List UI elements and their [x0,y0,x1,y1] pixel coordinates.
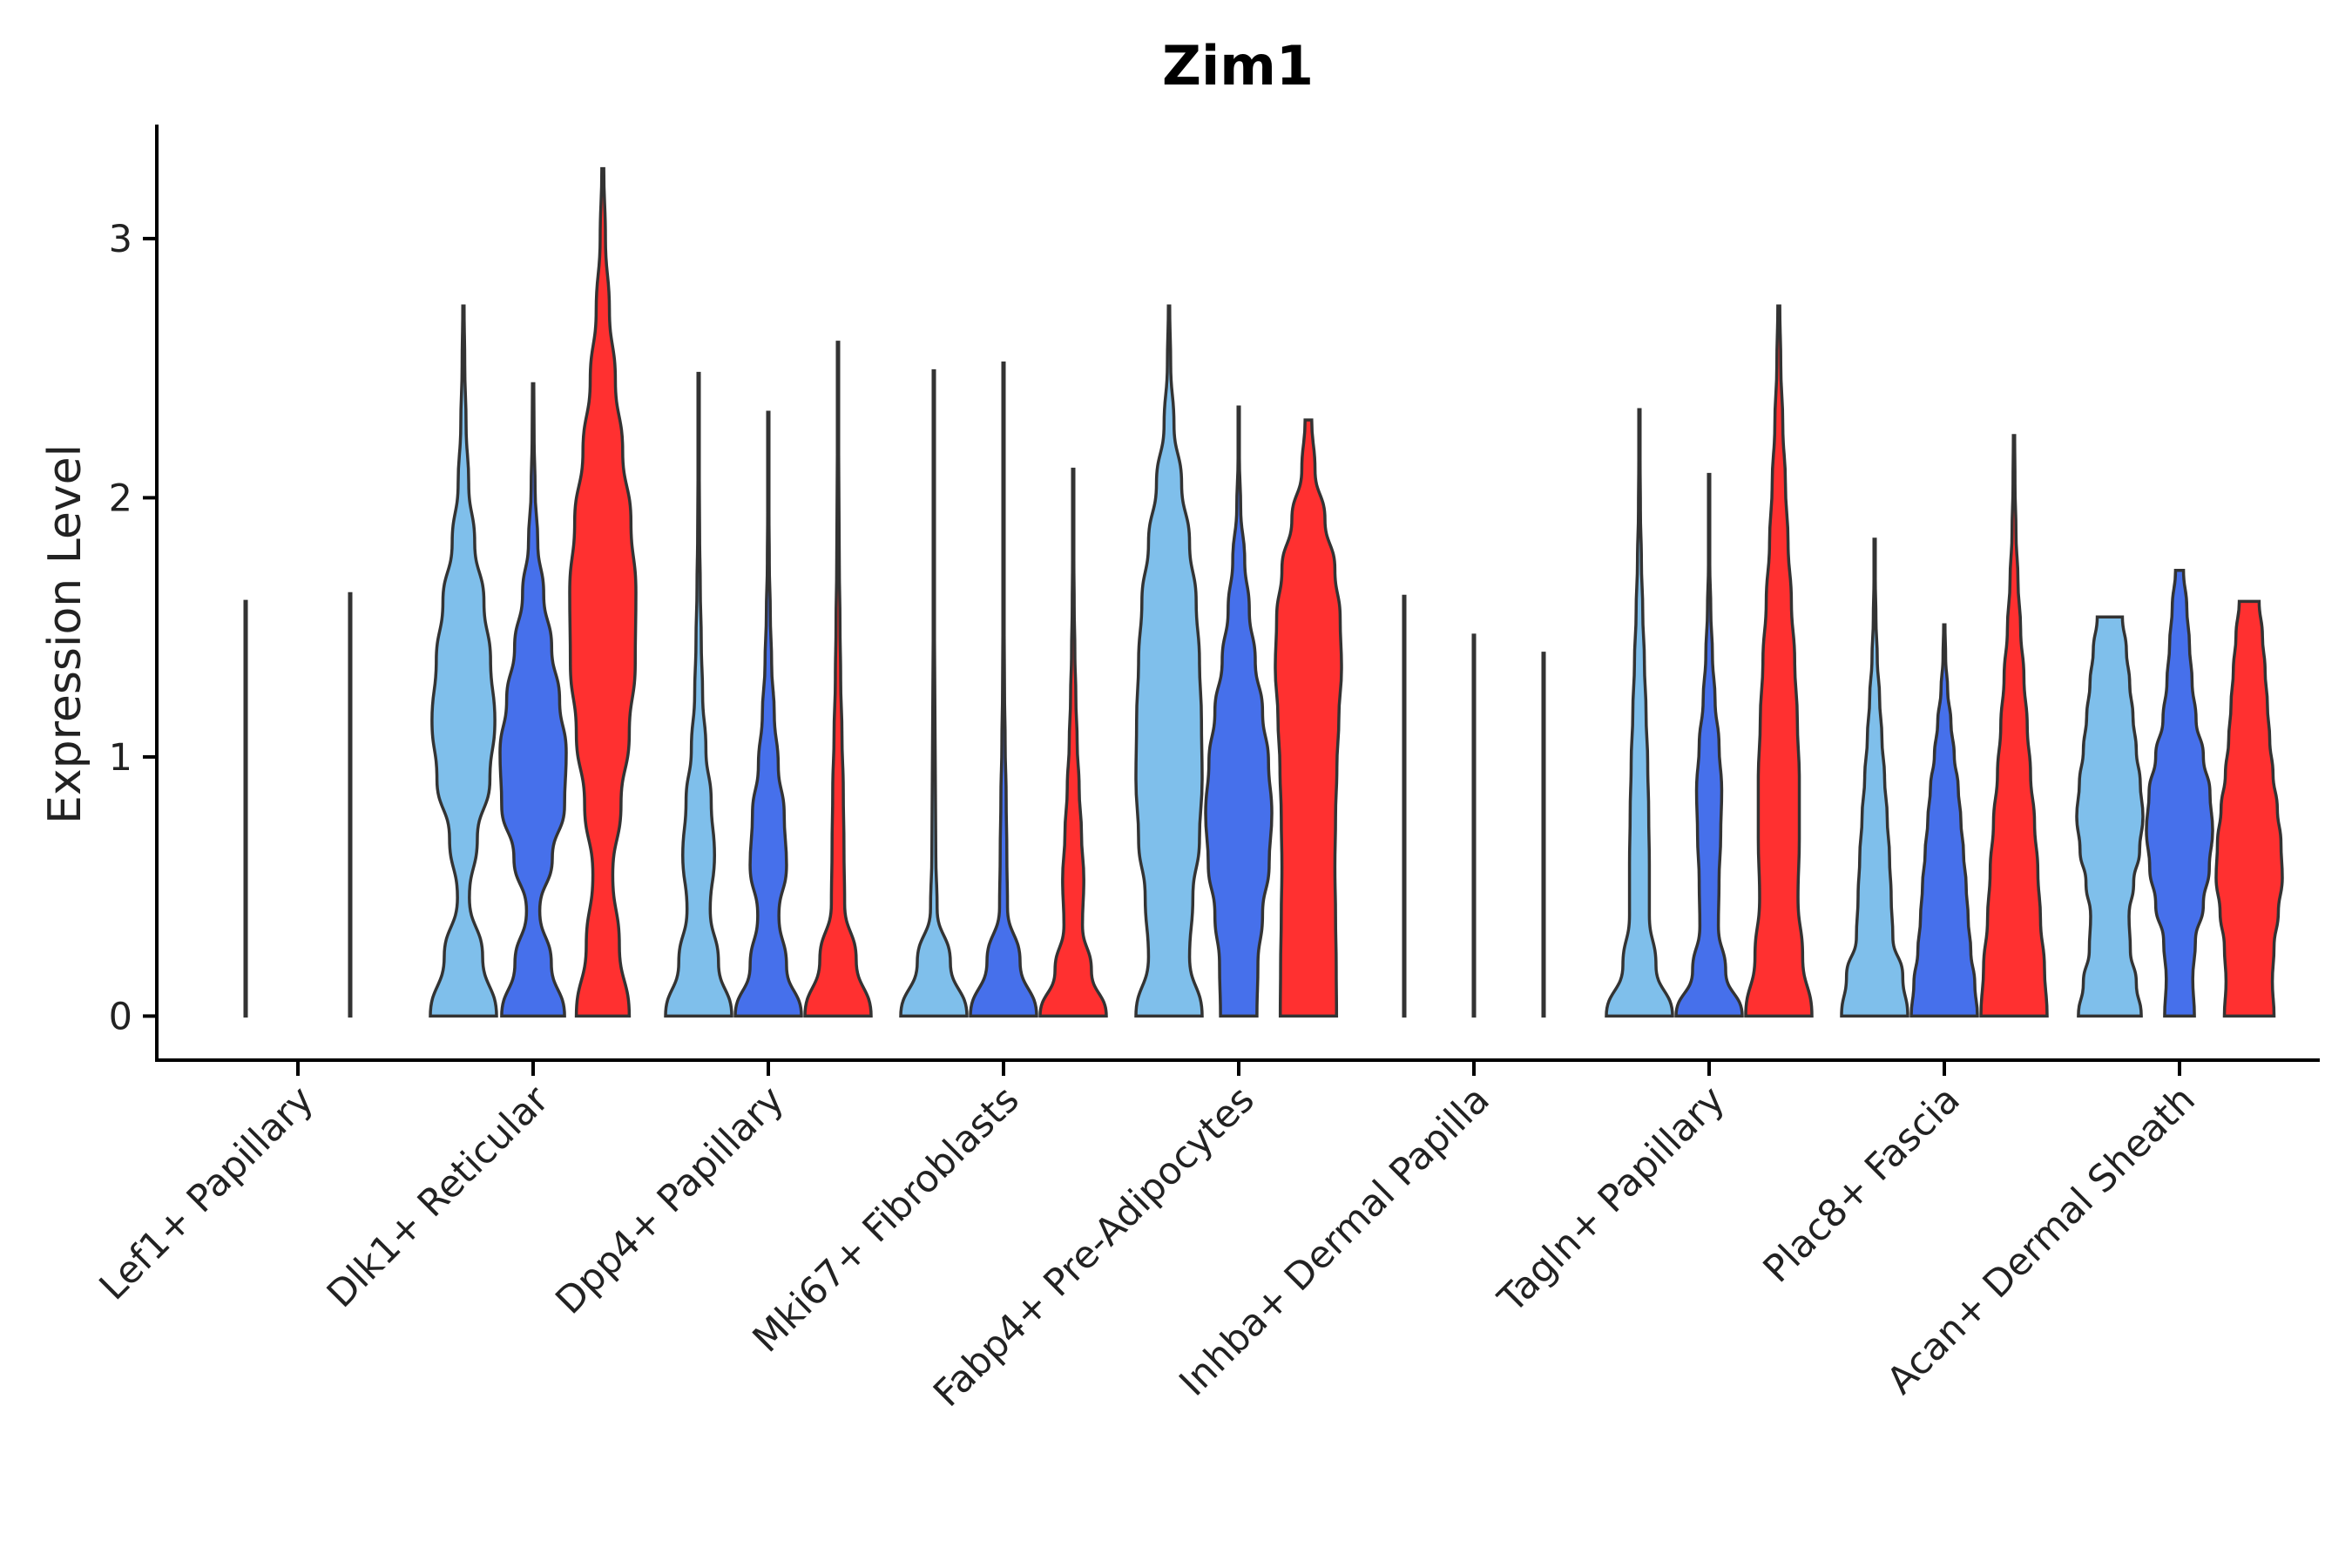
violin-mark [664,371,733,1018]
x-tick-label: Lef1+ Papillary [91,1078,322,1308]
violin-mark [568,166,638,1018]
violin-mark [1541,652,1546,1018]
y-tick-label: 0 [109,995,132,1038]
chart-title: Zim1 [1162,34,1314,98]
y-tick-label: 1 [109,736,132,780]
violin-mark [1840,537,1909,1018]
violin-mark [899,368,969,1018]
x-tick-label: Plac8+ Fascia [1755,1078,1969,1291]
x-tick-label: Mki67+ Fibroblasts [745,1078,1028,1361]
violin-mark [1134,304,1204,1018]
y-tick-label: 2 [109,476,132,520]
violin-mark [243,599,248,1018]
violin-mark [1274,418,1343,1018]
x-tick-label: Dpp4+ Papillary [548,1078,793,1322]
violin-mark [1402,594,1407,1018]
violin-mark [2214,599,2284,1018]
violin-mark [969,361,1038,1018]
violin-mark [1674,472,1744,1018]
violin-mark [1038,467,1108,1018]
violin-mark [2075,615,2145,1018]
y-tick-label: 3 [109,218,132,261]
x-tick-label: Tagln+ Papillary [1490,1078,1734,1321]
violin-mark [1204,405,1274,1018]
violin-mark [429,304,498,1018]
violin-mark [1744,304,1814,1018]
violin-mark [498,382,568,1018]
violin-mark [348,591,353,1018]
violin-mark [1979,434,2049,1018]
y-axis-label: Expression Level [39,444,91,824]
violins [243,166,2284,1018]
violin-mark [1471,633,1477,1018]
violin-mark [1605,408,1674,1018]
violin-mark [803,341,873,1018]
violin-mark [1909,623,1979,1018]
violin-mark [2145,568,2214,1018]
x-tick-label: Dlk1+ Reticular [319,1078,558,1316]
violin-mark [733,410,803,1018]
y-axis-ticks: 0 1 2 3 [109,218,157,1038]
